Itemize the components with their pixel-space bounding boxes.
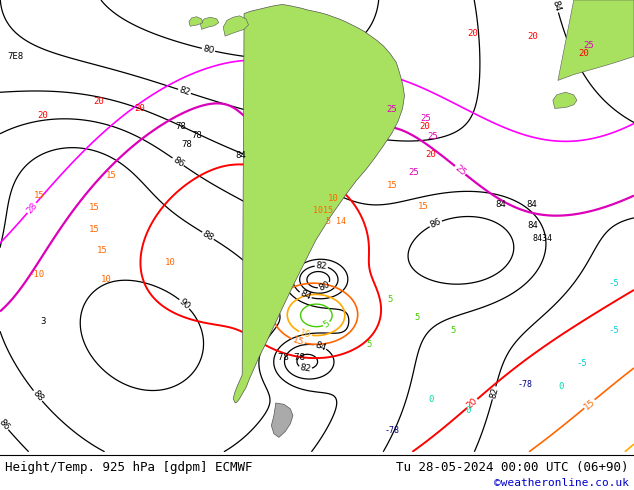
Text: -78: -78 [384,426,399,435]
Text: 84: 84 [527,221,538,230]
Text: 84: 84 [526,200,536,209]
Text: 1015: 1015 [313,206,333,215]
Text: 0: 0 [465,406,470,415]
Text: 15: 15 [106,171,116,180]
Text: 20: 20 [38,111,48,120]
Text: 10: 10 [101,275,112,284]
Text: 15: 15 [89,225,99,234]
Text: Tu 28-05-2024 00:00 UTC (06+90): Tu 28-05-2024 00:00 UTC (06+90) [396,461,629,474]
Text: 10: 10 [299,328,312,340]
Text: 84: 84 [551,0,562,13]
Text: 88: 88 [201,229,216,243]
Text: 86: 86 [429,217,443,230]
Text: 3: 3 [41,317,46,326]
Text: 82: 82 [299,364,312,374]
Text: Height/Temp. 925 hPa [gdpm] ECMWF: Height/Temp. 925 hPa [gdpm] ECMWF [5,461,252,474]
Text: 84: 84 [236,151,246,160]
Text: 82: 82 [488,386,500,399]
Text: 78: 78 [191,131,202,140]
Text: 5: 5 [451,326,456,335]
Text: 84: 84 [313,340,327,352]
Text: 25: 25 [583,41,593,49]
Text: 5: 5 [366,340,372,349]
Text: 5: 5 [415,313,420,321]
Text: 25: 25 [421,114,431,123]
Text: 25: 25 [453,163,467,177]
Text: 15: 15 [582,397,597,411]
Text: 15: 15 [418,202,429,211]
Polygon shape [271,403,293,437]
Text: 20: 20 [93,97,103,106]
Text: 28: 28 [25,200,39,215]
Text: 10: 10 [328,194,338,203]
Text: 15: 15 [292,336,305,347]
Text: 7E8: 7E8 [8,52,24,61]
Text: 8434: 8434 [532,234,552,243]
Text: 80: 80 [202,44,215,55]
Text: 82: 82 [315,261,328,271]
Text: 20: 20 [578,49,588,58]
Text: 86: 86 [0,417,11,432]
Polygon shape [553,92,577,108]
Text: 25: 25 [387,105,397,114]
Text: 84: 84 [496,200,506,209]
Text: 82: 82 [178,85,191,98]
Text: ©weatheronline.co.uk: ©weatheronline.co.uk [494,478,629,488]
Text: 20: 20 [134,104,145,113]
Text: -5: -5 [577,359,587,368]
Text: 5: 5 [387,294,392,304]
Text: 15: 15 [98,246,108,255]
Text: -78: -78 [517,380,533,390]
Text: 25: 25 [408,168,418,177]
Text: 25: 25 [427,132,437,141]
Text: 80: 80 [317,280,332,293]
Text: 10: 10 [165,258,175,267]
Text: 15: 15 [89,203,99,212]
Text: 86: 86 [171,155,185,169]
Text: 20: 20 [527,32,538,41]
Text: 20: 20 [467,29,477,38]
Polygon shape [233,4,404,403]
Text: 0: 0 [559,382,564,391]
Text: -10: -10 [29,270,45,279]
Text: 15: 15 [34,191,44,199]
Text: 78: 78 [176,122,186,131]
Polygon shape [189,17,203,26]
Text: 20: 20 [273,165,287,175]
Text: 5: 5 [322,318,332,329]
Text: 5 14: 5 14 [326,217,346,226]
Polygon shape [558,0,634,80]
Text: 84: 84 [252,154,266,167]
Polygon shape [223,16,249,36]
Text: 78 78: 78 78 [278,353,305,362]
Text: 88: 88 [30,389,45,403]
Text: 0: 0 [429,395,434,404]
Text: 15: 15 [387,181,397,190]
Text: 90: 90 [177,297,191,311]
Text: 78: 78 [182,140,192,149]
Polygon shape [200,17,219,29]
Text: 20: 20 [465,396,479,411]
Text: 20: 20 [426,150,436,159]
Text: 84: 84 [298,289,313,302]
Text: -5: -5 [609,326,619,335]
Text: 20: 20 [420,122,430,131]
Text: -5: -5 [609,279,619,288]
